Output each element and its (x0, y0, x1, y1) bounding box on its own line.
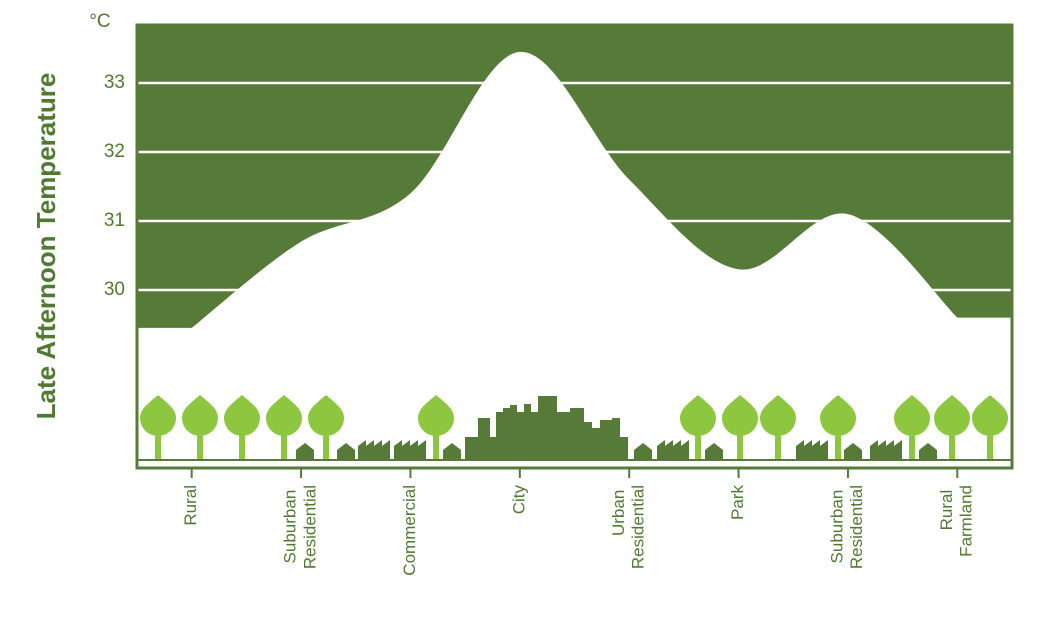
y-axis-title: Late Afternoon Temperature (31, 73, 61, 420)
tree-trunk (737, 425, 743, 459)
house-icon (337, 443, 355, 459)
tree-trunk (433, 425, 439, 459)
factory-icon (657, 440, 689, 459)
tree-crown (722, 395, 758, 436)
house-icon (705, 443, 723, 459)
house-icon (443, 443, 461, 459)
tree-crown (418, 395, 454, 436)
x-tick-label: Rural (181, 485, 200, 526)
tree-crown (820, 395, 856, 436)
tree-crown (224, 395, 260, 436)
tree-trunk (775, 425, 781, 459)
factory-icon (358, 440, 390, 459)
area-edge (956, 317, 1012, 468)
tree-trunk (239, 425, 245, 459)
tree-crown (934, 395, 970, 436)
y-tick-label: 30 (104, 279, 125, 300)
house-icon (919, 443, 937, 459)
house-icon (296, 443, 314, 459)
tree-trunk (695, 425, 701, 459)
tree-crown (894, 395, 930, 436)
x-tick-label: Commercial (400, 485, 419, 576)
tree-trunk (155, 425, 161, 459)
tree-crown (760, 395, 796, 436)
tree-crown (680, 395, 716, 436)
factory-icon (796, 440, 828, 459)
tree-trunk (323, 425, 329, 459)
tree-trunk (835, 425, 841, 459)
tree-trunk (281, 425, 287, 459)
factory-icon (870, 440, 902, 459)
house-icon (844, 443, 862, 459)
tree-trunk (197, 425, 203, 459)
y-tick-label: 31 (104, 210, 125, 231)
y-tick-label: 32 (104, 141, 125, 162)
x-tick-label: Suburban Residential (828, 485, 867, 569)
tree-crown (308, 395, 344, 436)
factory-icon (394, 440, 426, 459)
tree-trunk (909, 425, 915, 459)
x-tick-label: Suburban Residential (281, 485, 320, 569)
area-edge (137, 327, 193, 468)
house-icon (634, 443, 652, 459)
temperature-area (191, 51, 958, 468)
x-tick-label: Park (728, 485, 747, 520)
tree-crown (266, 395, 302, 436)
tree-trunk (987, 425, 993, 459)
tree-trunk (949, 425, 955, 459)
x-tick-label: Rural Farmland (937, 485, 976, 557)
y-tick-label: 33 (104, 72, 125, 93)
y-unit: °C (89, 11, 110, 32)
x-tick-label: Urban Residential (609, 485, 648, 569)
tree-crown (140, 395, 176, 436)
tree-crown (972, 395, 1008, 436)
tree-crown (182, 395, 218, 436)
plot-border (135, 23, 1014, 470)
x-tick-label: City (509, 485, 528, 515)
city-skyline (465, 396, 628, 459)
